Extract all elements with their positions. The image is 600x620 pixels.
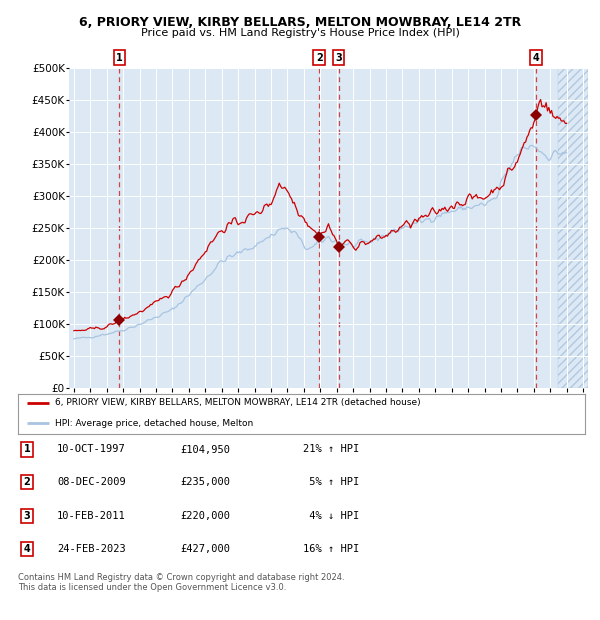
Text: 21% ↑ HPI: 21% ↑ HPI <box>303 445 359 454</box>
Text: 6, PRIORY VIEW, KIRBY BELLARS, MELTON MOWBRAY, LE14 2TR: 6, PRIORY VIEW, KIRBY BELLARS, MELTON MO… <box>79 17 521 29</box>
Text: 5% ↑ HPI: 5% ↑ HPI <box>303 477 359 487</box>
Text: HPI: Average price, detached house, Melton: HPI: Average price, detached house, Melt… <box>55 418 253 428</box>
Text: 1: 1 <box>23 445 31 454</box>
Text: This data is licensed under the Open Government Licence v3.0.: This data is licensed under the Open Gov… <box>18 583 286 592</box>
Text: £235,000: £235,000 <box>180 477 230 487</box>
Text: 08-DEC-2009: 08-DEC-2009 <box>57 477 126 487</box>
Text: 16% ↑ HPI: 16% ↑ HPI <box>303 544 359 554</box>
Text: 4% ↓ HPI: 4% ↓ HPI <box>303 511 359 521</box>
Text: 1: 1 <box>116 53 123 63</box>
Text: 24-FEB-2023: 24-FEB-2023 <box>57 544 126 554</box>
Text: 3: 3 <box>335 53 342 63</box>
Text: £427,000: £427,000 <box>180 544 230 554</box>
Text: 2: 2 <box>23 477 31 487</box>
Text: 2: 2 <box>316 53 323 63</box>
Text: £104,950: £104,950 <box>180 445 230 454</box>
Text: Contains HM Land Registry data © Crown copyright and database right 2024.: Contains HM Land Registry data © Crown c… <box>18 572 344 582</box>
Text: £220,000: £220,000 <box>180 511 230 521</box>
Text: Price paid vs. HM Land Registry's House Price Index (HPI): Price paid vs. HM Land Registry's House … <box>140 28 460 38</box>
Text: 10-OCT-1997: 10-OCT-1997 <box>57 445 126 454</box>
Text: 6, PRIORY VIEW, KIRBY BELLARS, MELTON MOWBRAY, LE14 2TR (detached house): 6, PRIORY VIEW, KIRBY BELLARS, MELTON MO… <box>55 399 421 407</box>
Bar <box>559 68 588 388</box>
Text: 4: 4 <box>23 544 31 554</box>
Text: 4: 4 <box>533 53 539 63</box>
Text: 10-FEB-2011: 10-FEB-2011 <box>57 511 126 521</box>
Text: 3: 3 <box>23 511 31 521</box>
